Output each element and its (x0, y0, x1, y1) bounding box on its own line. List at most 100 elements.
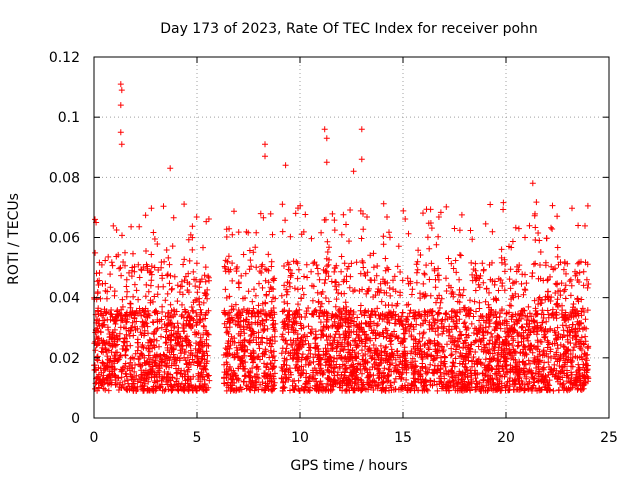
data-point (257, 210, 264, 217)
data-point (448, 260, 455, 267)
data-point (328, 314, 335, 321)
data-point (426, 366, 433, 373)
data-point (542, 373, 549, 379)
data-point (499, 373, 505, 380)
data-point (458, 211, 465, 218)
data-point (113, 227, 120, 233)
data-point (204, 295, 211, 302)
data-point (390, 277, 396, 284)
data-point (381, 348, 388, 355)
data-point (333, 286, 340, 293)
data-point (92, 329, 99, 336)
data-point (136, 274, 143, 281)
data-point (189, 307, 196, 314)
data-point (300, 324, 307, 331)
data-point (116, 354, 123, 360)
data-point (437, 378, 444, 385)
data-point (401, 365, 408, 372)
data-point (498, 246, 505, 253)
data-point (454, 383, 461, 390)
data-point (482, 298, 489, 305)
data-point (297, 202, 304, 209)
data-point (417, 295, 424, 302)
data-point (575, 298, 582, 305)
data-point (464, 354, 471, 361)
data-point (374, 263, 381, 269)
data-point (305, 305, 312, 311)
data-point (97, 295, 104, 302)
data-point (554, 334, 561, 341)
data-point (532, 260, 539, 267)
data-point (555, 376, 561, 383)
data-point (144, 314, 151, 321)
data-point (131, 311, 138, 317)
data-point (484, 368, 491, 374)
data-point (552, 372, 559, 378)
data-point (584, 351, 591, 358)
data-point (451, 225, 458, 232)
data-point (369, 382, 376, 389)
data-point (287, 274, 294, 281)
data-point (279, 228, 286, 235)
data-point (383, 327, 390, 334)
data-point (571, 344, 578, 351)
data-point (323, 318, 330, 325)
data-point (145, 330, 151, 337)
data-point (235, 280, 242, 287)
data-point (392, 356, 399, 363)
data-point (463, 350, 470, 357)
data-point (299, 369, 306, 376)
data-point (371, 356, 378, 363)
data-point (242, 359, 249, 366)
data-point (287, 387, 293, 394)
data-point (278, 364, 285, 371)
data-point (507, 266, 514, 273)
data-point (198, 370, 204, 377)
data-point (494, 357, 501, 364)
data-point (158, 333, 164, 340)
data-point (241, 336, 248, 343)
data-point (315, 313, 322, 320)
data-point (113, 381, 120, 387)
data-point (472, 287, 479, 294)
data-point (322, 295, 329, 301)
data-point (322, 216, 329, 223)
data-point (165, 321, 171, 328)
data-point (181, 354, 188, 361)
data-point (451, 308, 458, 315)
data-point (381, 278, 388, 285)
data-point (287, 233, 294, 240)
data-point (265, 267, 272, 274)
data-point (323, 268, 330, 275)
data-point (334, 355, 340, 362)
data-point (144, 263, 151, 270)
data-point (468, 320, 475, 327)
data-point (246, 266, 253, 273)
data-point (260, 214, 267, 221)
data-point (504, 378, 511, 385)
data-point (503, 310, 510, 316)
data-point (238, 272, 245, 279)
data-point (305, 353, 311, 360)
data-point (118, 87, 125, 94)
data-point (520, 335, 527, 342)
data-point (262, 370, 269, 377)
data-point (507, 375, 513, 381)
data-point (475, 275, 482, 281)
data-point (111, 342, 118, 349)
data-point (296, 306, 303, 313)
data-point (142, 293, 149, 300)
data-point (204, 373, 211, 379)
data-point (491, 370, 498, 377)
data-point (294, 335, 301, 342)
data-point (365, 386, 372, 393)
data-point (473, 330, 480, 337)
data-point (335, 376, 342, 383)
data-point (309, 367, 316, 374)
data-point (508, 244, 515, 251)
data-point (135, 296, 142, 303)
data-point (270, 353, 277, 359)
data-point (453, 269, 460, 276)
data-point (226, 309, 233, 316)
data-point (425, 345, 432, 351)
